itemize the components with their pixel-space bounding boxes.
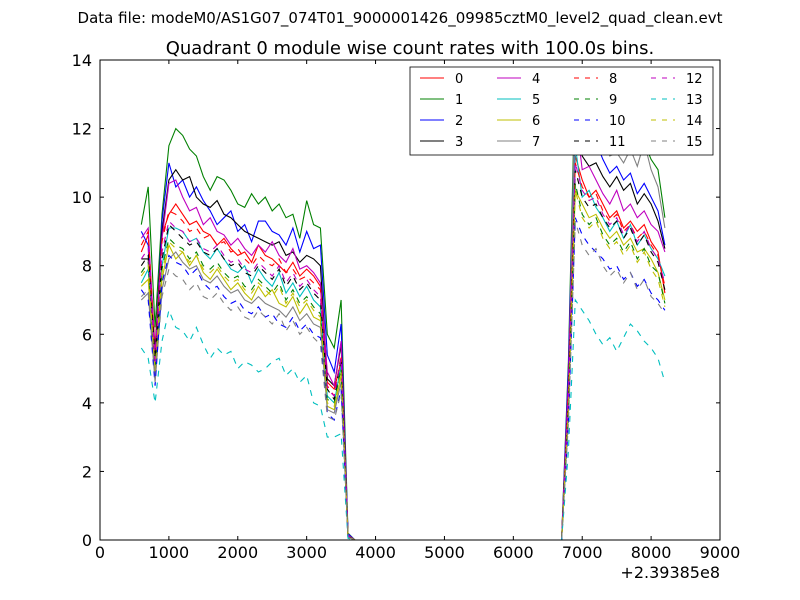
series-line-2 [140, 95, 666, 541]
series-line-13 [140, 298, 666, 541]
legend-label-6: 6 [532, 114, 540, 129]
series-line-10 [140, 217, 666, 541]
axis-ticks: 0 1000 2000 3000 4000 5000 6000 7000 8000 9000 0 2 4… [72, 51, 741, 562]
series-line-3 [141, 121, 666, 541]
legend-label-8: 8 [609, 72, 617, 87]
series-line-15 [140, 220, 666, 541]
y-tick-label: 2 [82, 462, 92, 481]
legend-label-12: 12 [686, 72, 703, 87]
legend-label-9: 9 [609, 93, 617, 108]
x-offset-label: +2.39385e8 [620, 563, 720, 582]
series-line-4 [140, 111, 666, 541]
y-tick-label: 12 [72, 120, 92, 139]
x-tick-label: 8000 [631, 543, 672, 562]
legend-label-5: 5 [532, 93, 540, 108]
legend-label-4: 4 [532, 72, 540, 87]
series-line-9 [140, 183, 666, 541]
legend-label-10: 10 [609, 114, 626, 129]
chart-title: Quadrant 0 module wise count rates with … [166, 38, 655, 59]
legend-label-7: 7 [532, 135, 540, 150]
legend-box [409, 66, 714, 156]
x-tick-label: 1000 [149, 543, 190, 562]
legend-label-13: 13 [686, 93, 703, 108]
y-tick-label: 14 [72, 51, 92, 70]
x-tick-label: 7000 [562, 543, 603, 562]
legend-label-3: 3 [455, 135, 463, 150]
y-tick-label: 4 [82, 394, 92, 413]
series-line-8 [140, 162, 666, 541]
x-tick-label: 5000 [424, 543, 465, 562]
legend-label-15: 15 [686, 135, 703, 150]
x-tick-label: 2000 [217, 543, 258, 562]
series-line-0 [140, 155, 666, 541]
plot-lines [140, 69, 666, 541]
legend-label-2: 2 [455, 114, 463, 129]
series-line-11 [140, 169, 666, 541]
suptitle: Data file: modeM0/AS1G07_074T01_90000014… [78, 9, 723, 28]
y-tick-label: 0 [82, 531, 92, 550]
plot-frame [99, 59, 721, 541]
x-tick-label: 9000 [700, 543, 741, 562]
y-tick-label: 10 [72, 188, 92, 207]
legend-label-1: 1 [455, 93, 463, 108]
y-tick-label: 8 [82, 257, 92, 276]
x-tick-label: 0 [95, 543, 105, 562]
x-tick-label: 3000 [286, 543, 327, 562]
legend-label-0: 0 [455, 72, 463, 87]
legend-label-11: 11 [609, 135, 626, 150]
series-line-12 [140, 162, 666, 541]
y-tick-label: 6 [82, 325, 92, 344]
x-tick-label: 6000 [493, 543, 534, 562]
x-tick-label: 4000 [355, 543, 396, 562]
series-line-14 [140, 190, 666, 541]
legend-label-14: 14 [686, 114, 703, 129]
